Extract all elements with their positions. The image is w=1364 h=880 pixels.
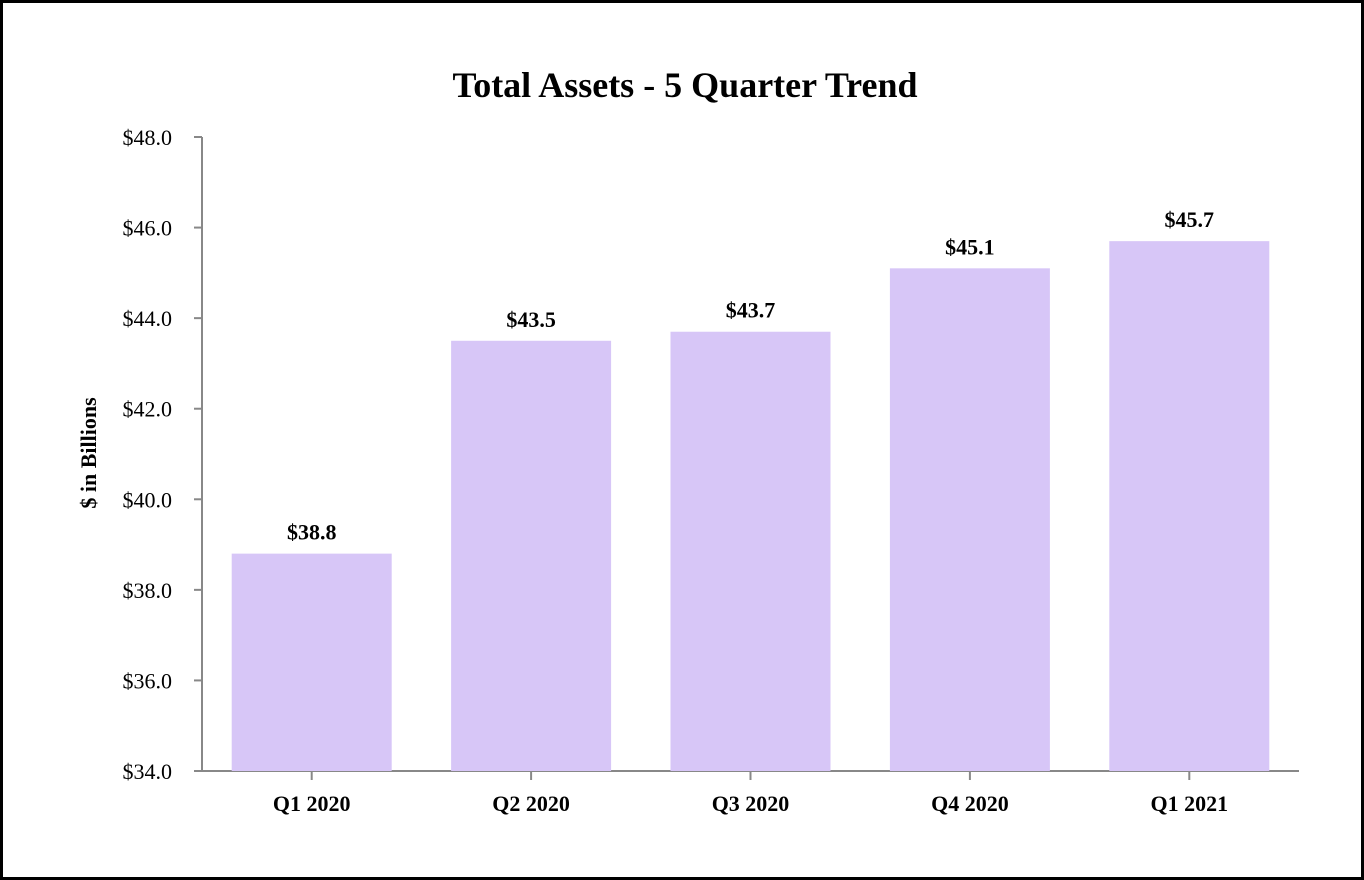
y-axis-title: $ in Billions	[76, 397, 101, 509]
bar-value-label: $43.5	[506, 307, 556, 332]
y-tick-label: $34.0	[123, 759, 173, 784]
y-tick-label: $48.0	[123, 125, 173, 150]
y-tick-label: $36.0	[123, 668, 173, 693]
bar	[1109, 241, 1270, 771]
bar-value-label: $45.7	[1165, 207, 1215, 232]
y-tick-label: $38.0	[123, 578, 173, 603]
axes: $34.0 $36.0 $38.0 $40.0 $42.0 $44.0 $46.0 $48.0…	[123, 125, 1299, 816]
chart-title: Total Assets - 5 Quarter Trend	[452, 65, 918, 105]
bar	[670, 331, 831, 771]
bar-value-label: $45.1	[945, 234, 995, 259]
x-tick-label: Q4 2020	[931, 791, 1009, 816]
bar	[451, 340, 612, 771]
data-labels: $38.8 $43.5 $43.7 $45.1 $45.7	[287, 207, 1214, 544]
bars	[231, 241, 1270, 771]
x-tick-label: Q2 2020	[492, 791, 570, 816]
bar	[889, 268, 1050, 771]
x-tick-label: Q1 2021	[1150, 791, 1228, 816]
bar-value-label: $38.8	[287, 520, 337, 545]
y-tick-label: $46.0	[123, 216, 173, 241]
y-tick-label: $42.0	[123, 397, 173, 422]
x-tick-label: Q3 2020	[712, 791, 790, 816]
y-tick-label: $40.0	[123, 487, 173, 512]
bar	[231, 553, 392, 771]
y-tick-label: $44.0	[123, 306, 173, 331]
x-tick-label: Q1 2020	[273, 791, 351, 816]
bar-value-label: $43.7	[726, 298, 776, 323]
